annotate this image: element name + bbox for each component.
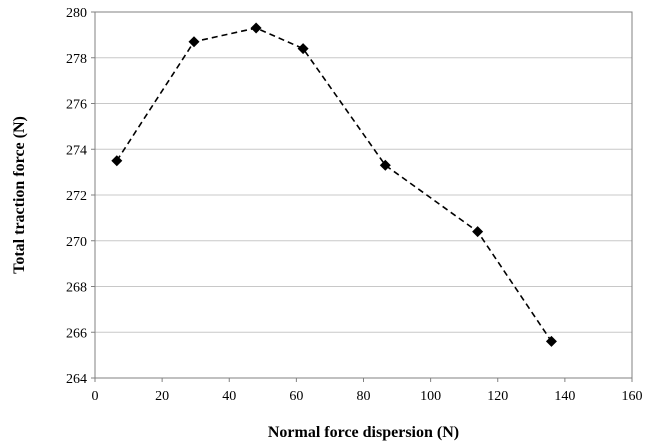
data-point-marker [545, 335, 557, 347]
grid-lines [95, 57, 632, 333]
data-point-marker [472, 226, 484, 238]
y-tick-label: 280 [66, 6, 87, 21]
y-tick-label: 278 [66, 52, 87, 67]
x-tick-label: 100 [420, 389, 441, 404]
y-tick-label: 268 [66, 281, 87, 296]
y-tick-label: 274 [66, 143, 87, 158]
x-tick-label: 40 [222, 389, 236, 404]
y-tick-label: 272 [66, 189, 87, 204]
y-tick-label: 276 [66, 98, 87, 113]
y-axis-title: Total traction force (N) [11, 116, 28, 274]
x-tick-label: 20 [155, 389, 169, 404]
x-tick-label: 160 [622, 389, 643, 404]
y-tick-label: 266 [66, 326, 87, 341]
data-point-marker [379, 159, 391, 171]
x-tick-label: 120 [487, 389, 508, 404]
y-axis-ticks: 264 266 268 270 272 274 276 278 280 [66, 6, 95, 387]
data-point-marker [297, 43, 309, 55]
x-tick-label: 0 [92, 389, 99, 404]
x-tick-label: 140 [554, 389, 575, 404]
x-axis-ticks: 0 20 40 60 80 100 120 140 160 [92, 378, 643, 404]
data-point-marker [111, 155, 123, 167]
y-tick-label: 264 [66, 372, 87, 387]
data-point-marker [188, 36, 200, 48]
series-markers [111, 22, 557, 347]
y-tick-label: 270 [66, 235, 87, 250]
series-line [116, 27, 553, 342]
x-tick-label: 80 [357, 389, 371, 404]
x-axis-title: Normal force dispersion (N) [268, 424, 459, 441]
data-point-marker [250, 22, 262, 34]
x-tick-label: 60 [289, 389, 303, 404]
